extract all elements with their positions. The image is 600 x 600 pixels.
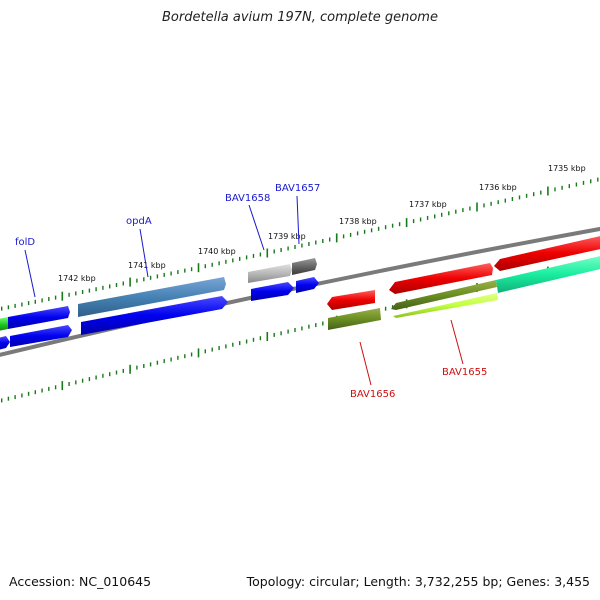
gene-label-fold[interactable]: folD bbox=[15, 237, 35, 248]
label-leaders bbox=[24, 195, 464, 386]
gene-bav1657-inner[interactable] bbox=[296, 277, 319, 293]
gene-green-left[interactable] bbox=[0, 317, 8, 331]
genome-summary-text: Topology: circular; Length: 3,732,255 bp… bbox=[246, 574, 590, 589]
gene-label-bav1658[interactable]: BAV1658 bbox=[225, 193, 270, 204]
genome-backbone bbox=[0, 226, 600, 357]
gene-bav1655-lime[interactable] bbox=[393, 293, 498, 318]
ruler-label-1739kbp: 1739 kbp bbox=[268, 232, 306, 241]
gene-label-opda[interactable]: opdA bbox=[126, 216, 152, 227]
gene-bav1656-outer[interactable] bbox=[327, 290, 375, 310]
gene-bav1656-inner[interactable] bbox=[328, 308, 381, 330]
gene-bav1655-outer[interactable] bbox=[389, 263, 493, 294]
gene-fold-inner[interactable] bbox=[10, 325, 72, 347]
map-title: Bordetella avium 197N, complete genome bbox=[162, 10, 438, 25]
ruler-label-1738kbp: 1738 kbp bbox=[339, 217, 377, 226]
gene-label-bav1657[interactable]: BAV1657 bbox=[275, 183, 320, 194]
ruler-label-1735kbp: 1735 kbp bbox=[548, 164, 586, 173]
ruler-label-1741kbp: 1741 kbp bbox=[128, 261, 166, 270]
gene-bav1657-outer[interactable] bbox=[292, 258, 317, 275]
outer-tick-ruler bbox=[1, 177, 599, 311]
ruler-label-1736kbp: 1736 kbp bbox=[479, 183, 517, 192]
accession-text: Accession: NC_010645 bbox=[9, 574, 152, 589]
ruler-label-1737kbp: 1737 kbp bbox=[409, 200, 447, 209]
ruler-label-1742kbp: 1742 kbp bbox=[58, 274, 96, 283]
gene-label-bav1655[interactable]: BAV1655 bbox=[442, 367, 487, 378]
gene-small-left-inner[interactable] bbox=[0, 336, 10, 350]
gene-teal-right-inner[interactable] bbox=[496, 255, 600, 293]
gene-label-bav1656[interactable]: BAV1656 bbox=[350, 389, 395, 400]
gene-opda-outer[interactable] bbox=[78, 277, 226, 317]
gene-bav1658-outer[interactable] bbox=[248, 264, 292, 283]
gene-fold-outer[interactable] bbox=[8, 306, 70, 329]
ruler-label-1740kbp: 1740 kbp bbox=[198, 247, 236, 256]
gene-red-right-outer[interactable] bbox=[494, 235, 600, 271]
gene-opda-inner[interactable] bbox=[81, 296, 228, 335]
gene-bav1655-olive[interactable] bbox=[391, 280, 497, 310]
gene-bav1658-inner[interactable] bbox=[251, 282, 294, 301]
